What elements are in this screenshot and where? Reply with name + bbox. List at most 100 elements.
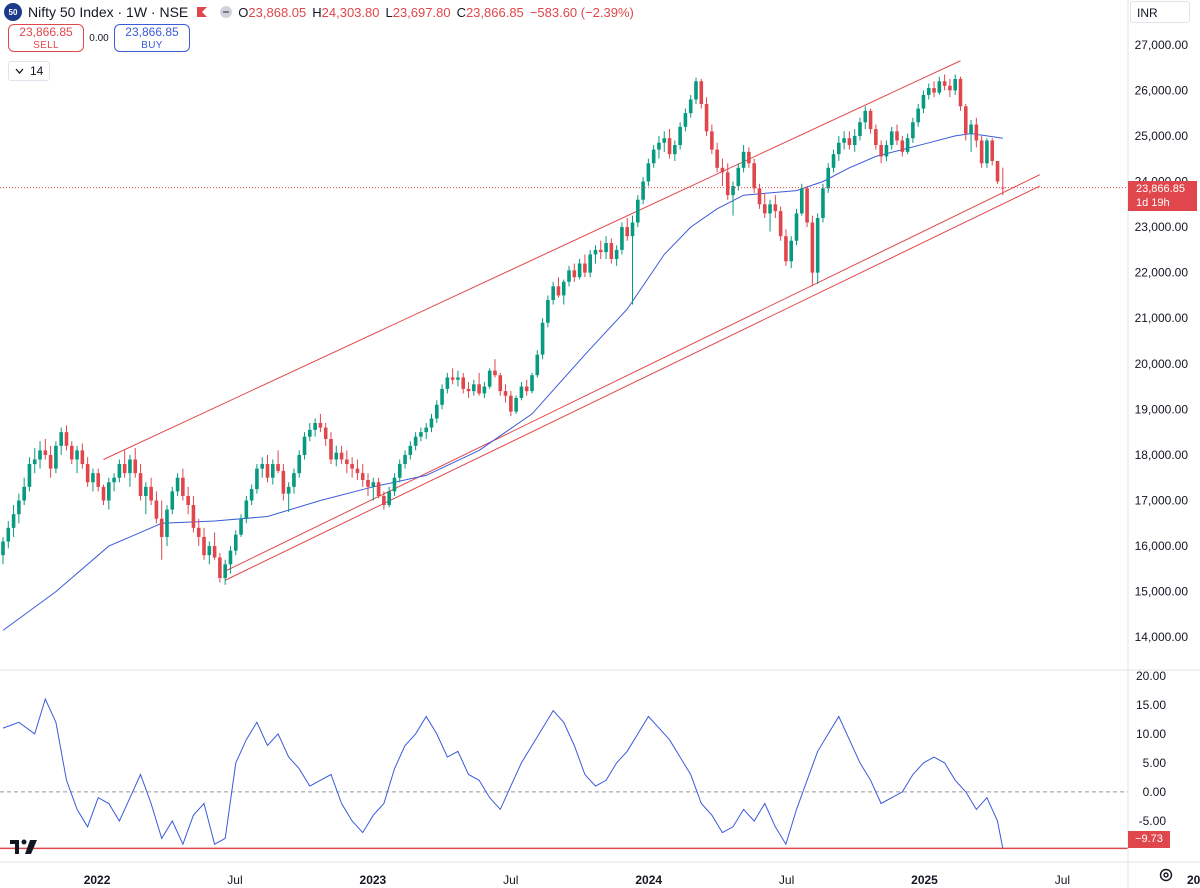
candle [191,495,196,533]
candle-body [868,110,873,130]
tradingview-logo-icon[interactable] [10,838,40,854]
time-tick-label: Jul [227,873,242,887]
price-tick-label: 19,000.00 [1135,402,1189,416]
candle-body [942,81,947,86]
candle-body [514,397,518,412]
candle-body [694,81,698,100]
candle [953,74,957,95]
currency-selector[interactable]: INR [1130,1,1190,23]
candle [911,117,915,143]
candle-body [905,138,910,152]
candle [852,129,857,152]
candle [239,514,243,537]
candle-body [990,140,995,161]
candle-body [382,495,386,506]
price-tick-label: 18,000.00 [1135,448,1189,462]
candle-body [403,454,407,465]
gear-icon[interactable] [1158,867,1174,883]
candle [625,217,630,241]
candle-body [181,477,185,496]
candle [926,83,931,100]
candle [408,441,413,460]
candle [292,468,296,494]
candle [831,149,836,173]
candle [249,484,254,506]
candle [382,491,386,510]
candle-body [641,181,645,200]
candle-body [969,124,973,134]
buy-button[interactable]: 23,866.85 BUY [114,24,190,52]
candle-body [255,468,259,490]
candle [22,477,26,506]
candle-body [768,204,772,214]
sell-button[interactable]: 23,866.85 SELL [8,24,84,52]
candle-body [419,432,423,437]
candle [228,546,233,574]
time-tick-label: 2025 [911,873,938,887]
candle-body [789,240,794,262]
candle-body [487,370,492,387]
candle [371,477,376,501]
candle [556,277,561,298]
candle-body [366,479,370,487]
candle [456,370,460,387]
candle [657,135,661,159]
candle-body [11,514,16,528]
candle [561,279,566,305]
candle [59,427,63,455]
candle-body [355,468,360,474]
candle [138,464,143,501]
candle [673,140,677,161]
candle-body [54,445,58,469]
candle [255,464,259,494]
buy-label: BUY [141,40,163,51]
candle [38,441,42,469]
price-tick-label: 20,000.00 [1135,357,1189,371]
candle [942,74,947,91]
candle-body [667,138,672,155]
candle-body [392,477,397,492]
candle-body [85,464,90,483]
candle [165,505,169,547]
candle [202,527,206,560]
candle [207,541,212,565]
candle [112,473,116,492]
candle [318,413,323,433]
candle [91,468,95,492]
candle-body [281,470,286,494]
candle [524,379,529,396]
candle [963,104,968,141]
candle [588,249,592,278]
candle-body [302,436,307,455]
candle [646,158,651,187]
candle-body [609,243,614,259]
candle-body [323,427,328,439]
flag-icon[interactable] [196,6,208,18]
candle [419,427,423,442]
candle [821,183,825,223]
candle [667,129,672,159]
candle-body [799,188,804,214]
candle [789,236,794,269]
candle [170,486,175,515]
candle-body [159,518,164,537]
candle [958,76,963,111]
time-tick-label: Jul [779,873,794,887]
candle [218,552,222,583]
candle [847,131,852,150]
candle-body [17,500,21,515]
candle-body [260,464,265,469]
candle-body [704,104,709,132]
candle [731,181,735,216]
candle-body [228,550,233,565]
candle-body [133,459,138,474]
candle [186,486,190,515]
candle [514,395,518,414]
symbol-title[interactable]: Nifty 50 Index · 1W · NSE [28,4,189,20]
channel-line-upper [103,60,961,460]
candle [868,108,873,134]
indicator-toggle[interactable]: 14 [8,61,51,81]
price-tick-label: 14,000.00 [1135,630,1189,644]
candle-body [450,377,455,380]
